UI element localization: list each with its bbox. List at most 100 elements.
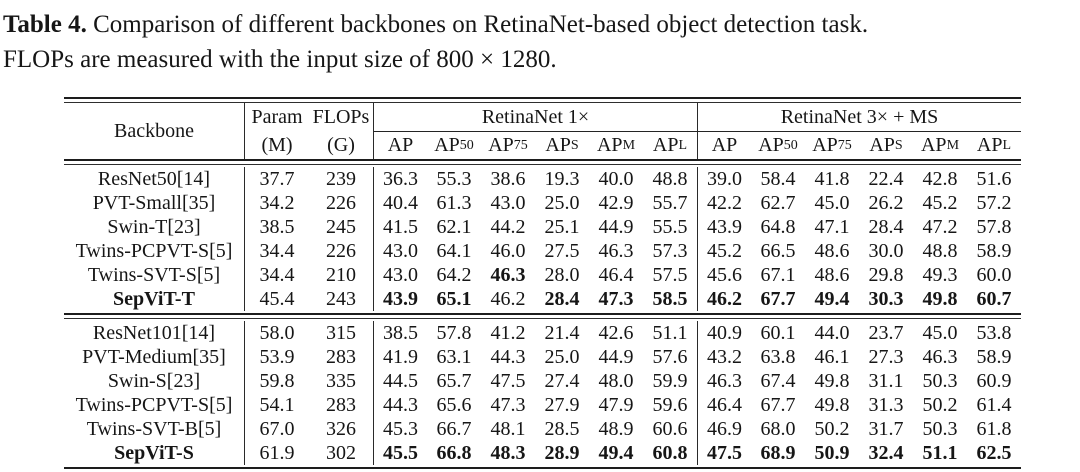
retinanet-3x-ms-cell: 46.2: [697, 287, 751, 311]
retinanet-3x-ms-cell: 42.2: [697, 191, 751, 215]
flops-cell: 243: [326, 287, 356, 310]
retinanet-3x-ms-cell: 45.0: [814, 191, 850, 214]
backbone-cell: Twins-PCPVT-S[5]: [64, 393, 245, 417]
col-group-retinanet-3x-ms: RetinaNet 3× + MS: [697, 103, 1021, 132]
table-row: Twins-PCPVT-S[5] 34.4 226 43.0 64.1 46.0 27.5 4…: [64, 239, 1021, 263]
retinanet-1x-cell: 47.3: [490, 393, 526, 416]
retinanet-1x-cell: 49.4: [598, 441, 634, 464]
col-header-ap50: AP 50: [434, 134, 474, 156]
retinanet-1x-cell: 55.5: [652, 215, 688, 238]
retinanet-3x-ms-cell: 57.2: [976, 191, 1012, 214]
backbone-cell: Twins-SVT-B[5]: [64, 417, 245, 441]
retinanet-1x-cell: 47.5: [490, 369, 526, 392]
retinanet-1x-cell: 27.4: [544, 369, 580, 392]
retinanet-3x-ms-cell: 30.0: [868, 239, 904, 262]
table-caption: Table 4. Comparison of different backbon…: [0, 0, 1080, 77]
table-group-small: ResNet101[14] 58.0 315 38.5 57.8 41.2 21.4 42.6…: [64, 319, 1021, 467]
retinanet-3x-ms-cell: 49.3: [922, 263, 958, 286]
col-header-ap: AP: [697, 132, 751, 159]
retinanet-3x-ms-cell: 67.7: [760, 393, 796, 416]
flops-cell: 302: [326, 441, 356, 464]
retinanet-3x-ms-cell: 46.9: [697, 417, 751, 441]
backbone-cell: SepViT-S: [64, 441, 245, 465]
retinanet-1x-cell: 46.3: [598, 239, 634, 262]
caption-line-1: Table 4. Comparison of different backbon…: [3, 7, 1078, 42]
retinanet-1x-cell: 46.2: [490, 287, 526, 310]
retinanet-1x-cell: 61.3: [436, 191, 472, 214]
col-header-ap50: AP 50: [758, 134, 798, 156]
retinanet-3x-ms-cell: 31.3: [868, 393, 904, 416]
retinanet-3x-ms-cell: 26.2: [868, 191, 904, 214]
retinanet-3x-ms-cell: 58.4: [760, 167, 796, 190]
param-cell: 34.2: [259, 191, 295, 214]
retinanet-3x-ms-cell: 63.8: [760, 345, 796, 368]
table-row: SepViT-T 45.4 243 43.9 65.1 46.2 28.4 47.3 58.5 4…: [64, 287, 1021, 311]
retinanet-3x-ms-cell: 60.7: [976, 287, 1012, 310]
backbone-cell: Twins-SVT-S[5]: [64, 263, 245, 287]
retinanet-1x-cell: 43.0: [490, 191, 526, 214]
retinanet-1x-cell: 41.5: [373, 215, 427, 239]
retinanet-3x-ms-cell: 67.4: [760, 369, 796, 392]
backbone-cell: Swin-S[23]: [64, 369, 245, 393]
backbone-cell: Twins-PCPVT-S[5]: [64, 239, 245, 263]
flops-cell: 226: [326, 239, 356, 262]
retinanet-1x-cell: 21.4: [544, 321, 580, 344]
col-header-apl: AP L: [652, 134, 688, 156]
retinanet-1x-cell: 57.6: [652, 345, 688, 368]
retinanet-3x-ms-cell: 32.4: [868, 441, 904, 464]
retinanet-3x-ms-cell: 46.4: [697, 393, 751, 417]
flops-cell: 335: [326, 369, 356, 392]
retinanet-3x-ms-cell: 50.3: [922, 369, 958, 392]
retinanet-1x-cell: 48.8: [652, 167, 688, 190]
table-row: Twins-PCPVT-S[5] 54.1 283 44.3 65.6 47.3 27.9 4…: [64, 393, 1021, 417]
retinanet-3x-ms-cell: 48.8: [922, 239, 958, 262]
retinanet-1x-cell: 55.7: [652, 191, 688, 214]
retinanet-3x-ms-cell: 62.7: [760, 191, 796, 214]
retinanet-3x-ms-cell: 67.7: [760, 287, 796, 310]
retinanet-3x-ms-cell: 60.9: [976, 369, 1012, 392]
retinanet-1x-cell: 55.3: [436, 167, 472, 190]
retinanet-1x-cell: 38.5: [373, 321, 427, 345]
backbone-cell: PVT-Medium[35]: [64, 345, 245, 369]
table-row: ResNet50[14] 37.7 239 36.3 55.3 38.6 19.3 40.0 4…: [64, 167, 1021, 191]
backbone-cell: ResNet50[14]: [64, 167, 245, 191]
param-cell: 45.4: [259, 287, 295, 310]
caption-text: Comparison of different backbones on Ret…: [93, 11, 869, 38]
backbone-cell: ResNet101[14]: [64, 321, 245, 345]
retinanet-1x-cell: 28.4: [544, 287, 580, 310]
retinanet-1x-cell: 58.5: [652, 287, 688, 310]
backbone-cell: SepViT-T: [64, 287, 245, 311]
col-header-param-unit: (M): [261, 134, 293, 156]
retinanet-3x-ms-cell: 58.9: [976, 345, 1012, 368]
retinanet-3x-ms-cell: 50.2: [814, 417, 850, 440]
retinanet-3x-ms-cell: 62.5: [976, 441, 1012, 464]
col-header-backbone: Backbone: [64, 103, 245, 159]
retinanet-3x-ms-cell: 61.4: [976, 393, 1012, 416]
flops-cell: 245: [326, 215, 356, 238]
retinanet-3x-ms-cell: 48.6: [814, 263, 850, 286]
retinanet-1x-cell: 64.1: [436, 239, 472, 262]
retinanet-1x-cell: 41.9: [373, 345, 427, 369]
retinanet-3x-ms-cell: 44.0: [814, 321, 850, 344]
table-row: PVT-Small[35] 34.2 226 40.4 61.3 43.0 25.0 42.9…: [64, 191, 1021, 215]
retinanet-1x-cell: 66.8: [436, 441, 472, 464]
flops-cell: 210: [326, 263, 356, 286]
retinanet-1x-cell: 36.3: [373, 167, 427, 191]
flops-cell: 315: [326, 321, 356, 344]
retinanet-1x-cell: 59.6: [652, 393, 688, 416]
param-cell: 34.4: [259, 263, 295, 286]
col-header-apm: AP M: [920, 134, 960, 156]
header-rule: [64, 159, 1021, 165]
retinanet-1x-cell: 48.0: [598, 369, 634, 392]
retinanet-1x-cell: 41.2: [490, 321, 526, 344]
retinanet-3x-ms-cell: 60.0: [976, 263, 1012, 286]
retinanet-1x-cell: 40.4: [373, 191, 427, 215]
retinanet-1x-cell: 48.3: [490, 441, 526, 464]
retinanet-1x-cell: 46.0: [490, 239, 526, 262]
table-row: ResNet101[14] 58.0 315 38.5 57.8 41.2 21.4 42.6…: [64, 321, 1021, 345]
retinanet-1x-cell: 57.5: [652, 263, 688, 286]
retinanet-3x-ms-cell: 61.8: [976, 417, 1012, 440]
retinanet-3x-ms-cell: 42.8: [922, 167, 958, 190]
retinanet-3x-ms-cell: 46.3: [697, 369, 751, 393]
